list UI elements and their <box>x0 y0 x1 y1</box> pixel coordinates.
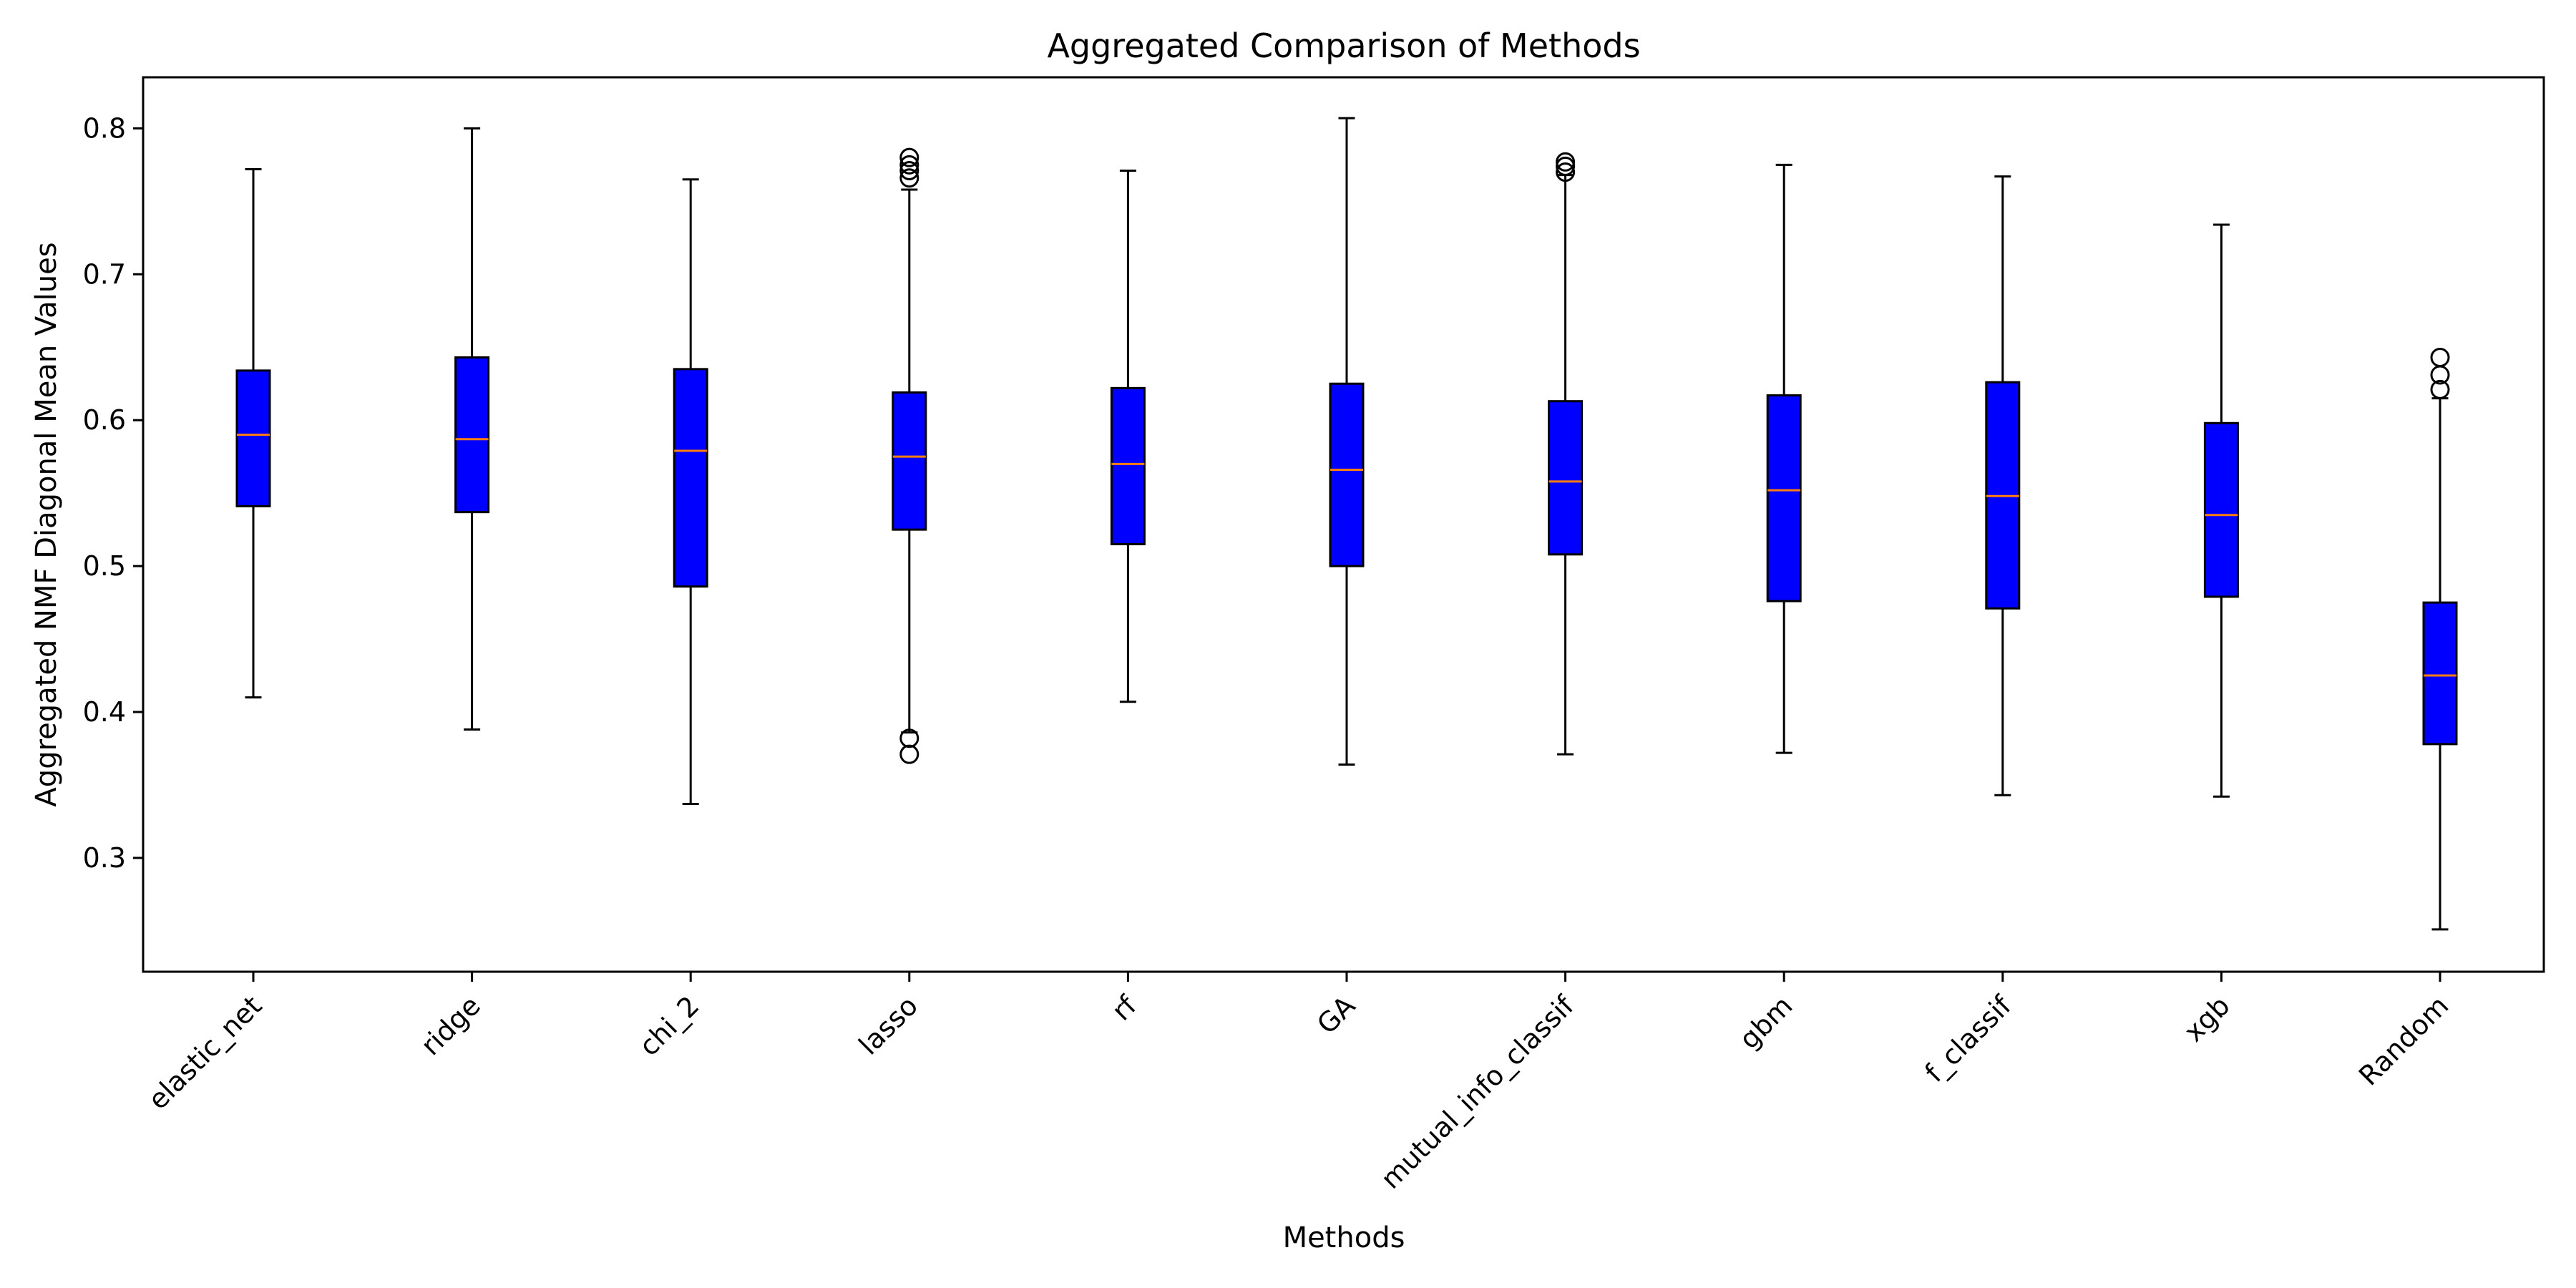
box-chi_2 <box>673 368 708 588</box>
chart-title: Aggregated Comparison of Methods <box>1047 26 1640 65</box>
y-tick-label: 0.7 <box>83 258 126 290</box>
y-tick-label: 0.4 <box>83 696 126 728</box>
outlier-point <box>899 728 919 748</box>
plot-frame <box>142 76 2545 973</box>
box-xgb <box>2203 421 2239 598</box>
y-tick-label: 0.6 <box>83 404 126 436</box>
outlier-point <box>1556 152 1576 172</box>
box-GA <box>1329 382 1365 567</box>
outlier-point <box>899 155 919 175</box>
outlier-point <box>899 161 919 181</box>
box-elastic_net <box>235 369 271 508</box>
y-tick-label: 0.5 <box>83 550 126 582</box>
outlier-point <box>2430 379 2450 399</box>
box-lasso <box>892 391 927 531</box>
box-gbm <box>1766 394 1802 602</box>
outlier-point <box>2430 348 2450 368</box>
box-rf <box>1110 386 1146 546</box>
outlier-point <box>899 168 919 188</box>
outlier-point <box>1556 162 1576 182</box>
box-Random <box>2422 601 2458 746</box>
y-tick-label: 0.3 <box>83 842 126 874</box>
outlier-point <box>899 744 919 764</box>
box-ridge <box>454 356 490 514</box>
y-tick-label: 0.8 <box>83 112 126 144</box>
box-mutual_info_classif <box>1548 400 1584 556</box>
y-axis-label: Aggregated NMF Diagonal Mean Values <box>30 242 63 806</box>
outlier-point <box>899 147 919 167</box>
x-axis-label: Methods <box>1283 1221 1405 1254</box>
